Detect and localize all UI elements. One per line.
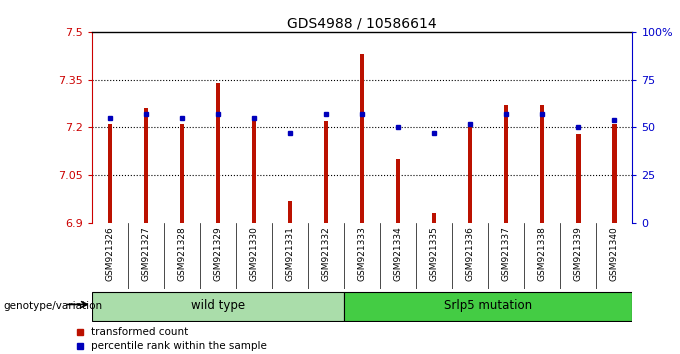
Text: GSM921333: GSM921333 [358,226,367,281]
Bar [252,121,256,223]
Text: wild type: wild type [191,299,245,312]
Text: GSM921336: GSM921336 [466,226,475,281]
Bar [143,108,148,223]
Bar [180,124,184,223]
Bar [92,292,344,321]
Bar [360,54,364,223]
Bar [288,201,292,223]
Text: Srlp5 mutation: Srlp5 mutation [444,299,532,312]
Bar [216,83,220,223]
Bar [540,105,545,223]
Bar [324,121,328,223]
Text: GSM921329: GSM921329 [214,226,222,281]
Text: GSM921331: GSM921331 [286,226,294,281]
Text: GSM921338: GSM921338 [538,226,547,281]
Text: percentile rank within the sample: percentile rank within the sample [91,341,267,351]
Title: GDS4988 / 10586614: GDS4988 / 10586614 [287,17,437,31]
Bar [504,105,509,223]
Text: GSM921334: GSM921334 [394,226,403,281]
Text: GSM921332: GSM921332 [322,226,330,281]
Text: GSM921337: GSM921337 [502,226,511,281]
Text: GSM921326: GSM921326 [105,226,114,281]
Bar [344,292,632,321]
Text: GSM921335: GSM921335 [430,226,439,281]
Text: GSM921328: GSM921328 [177,226,186,281]
Bar [468,124,473,223]
Bar [432,213,437,223]
Text: transformed count: transformed count [91,327,188,337]
Bar [612,124,617,223]
Text: genotype/variation: genotype/variation [3,301,103,311]
Bar [576,134,581,223]
Text: GSM921327: GSM921327 [141,226,150,281]
Text: GSM921339: GSM921339 [574,226,583,281]
Bar [396,159,401,223]
Text: GSM921340: GSM921340 [610,226,619,281]
Text: GSM921330: GSM921330 [250,226,258,281]
Bar [107,124,112,223]
